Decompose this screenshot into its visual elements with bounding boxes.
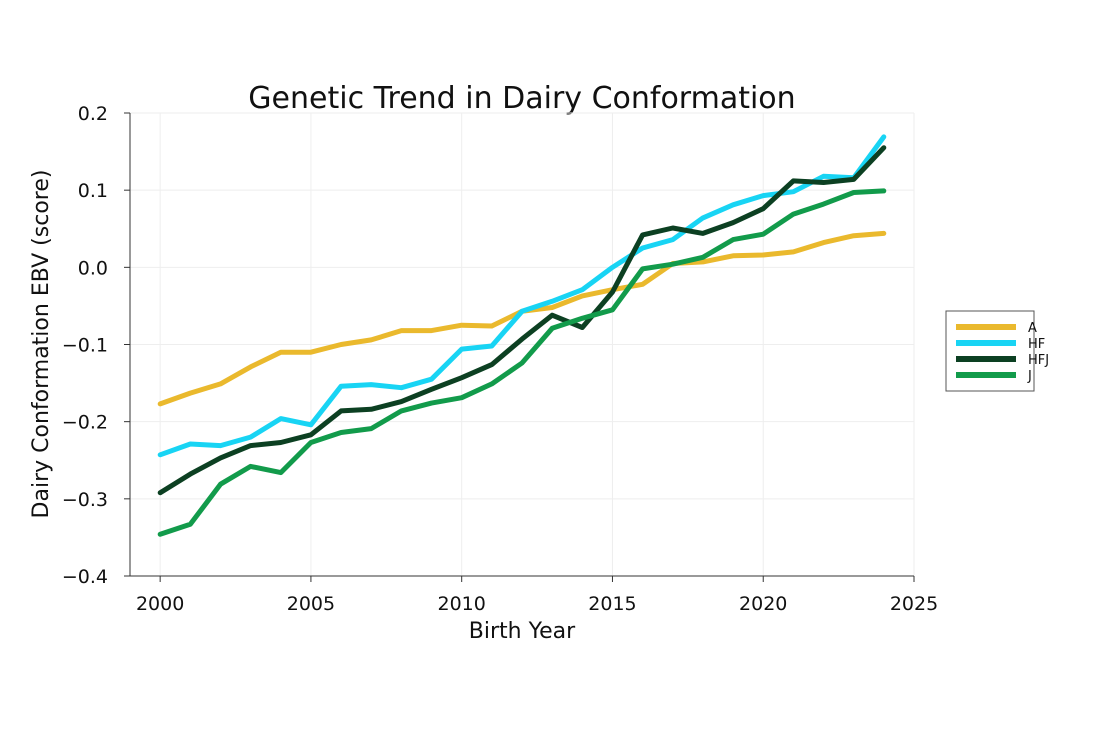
x-tick-label: 2015 <box>588 593 636 615</box>
y-axis-label: Dairy Conformation EBV (score) <box>29 170 54 519</box>
series-line-a <box>157 230 887 407</box>
series-line-hf <box>157 134 887 458</box>
y-tick-label: −0.3 <box>62 489 108 511</box>
y-tick-label: 0.2 <box>78 103 108 125</box>
axes <box>124 112 915 582</box>
x-axis-label: Birth Year <box>469 619 576 644</box>
series-line-hfj <box>157 145 887 496</box>
tick-labels: −0.4 −0.3 −0.2 −0.1 0.0 0.1 0.2 2000 2005 2010 201… <box>62 103 938 615</box>
legend-label-hfj: HFJ <box>1028 353 1049 368</box>
x-tick-label: 2020 <box>739 593 787 615</box>
legend-box <box>945 310 1035 392</box>
x-tick-label: 2025 <box>890 593 938 615</box>
y-tick-label: −0.1 <box>62 335 108 357</box>
chart-title: Genetic Trend in Dairy Conformation <box>248 81 795 116</box>
gridlines <box>130 112 915 577</box>
x-tick-label: 2005 <box>287 593 335 615</box>
legend-label-j: J <box>1027 369 1032 384</box>
series-lines <box>157 134 887 537</box>
y-tick-label: −0.2 <box>62 412 108 434</box>
legend-label-hf: HF <box>1028 337 1045 352</box>
y-tick-label: 0.0 <box>78 257 108 279</box>
x-tick-label: 2000 <box>136 593 184 615</box>
y-tick-label: −0.4 <box>62 566 108 588</box>
series-line-j <box>157 188 887 537</box>
x-tick-label: 2010 <box>438 593 486 615</box>
legend-label-a: A <box>1028 321 1037 336</box>
y-tick-label: 0.1 <box>78 180 108 202</box>
